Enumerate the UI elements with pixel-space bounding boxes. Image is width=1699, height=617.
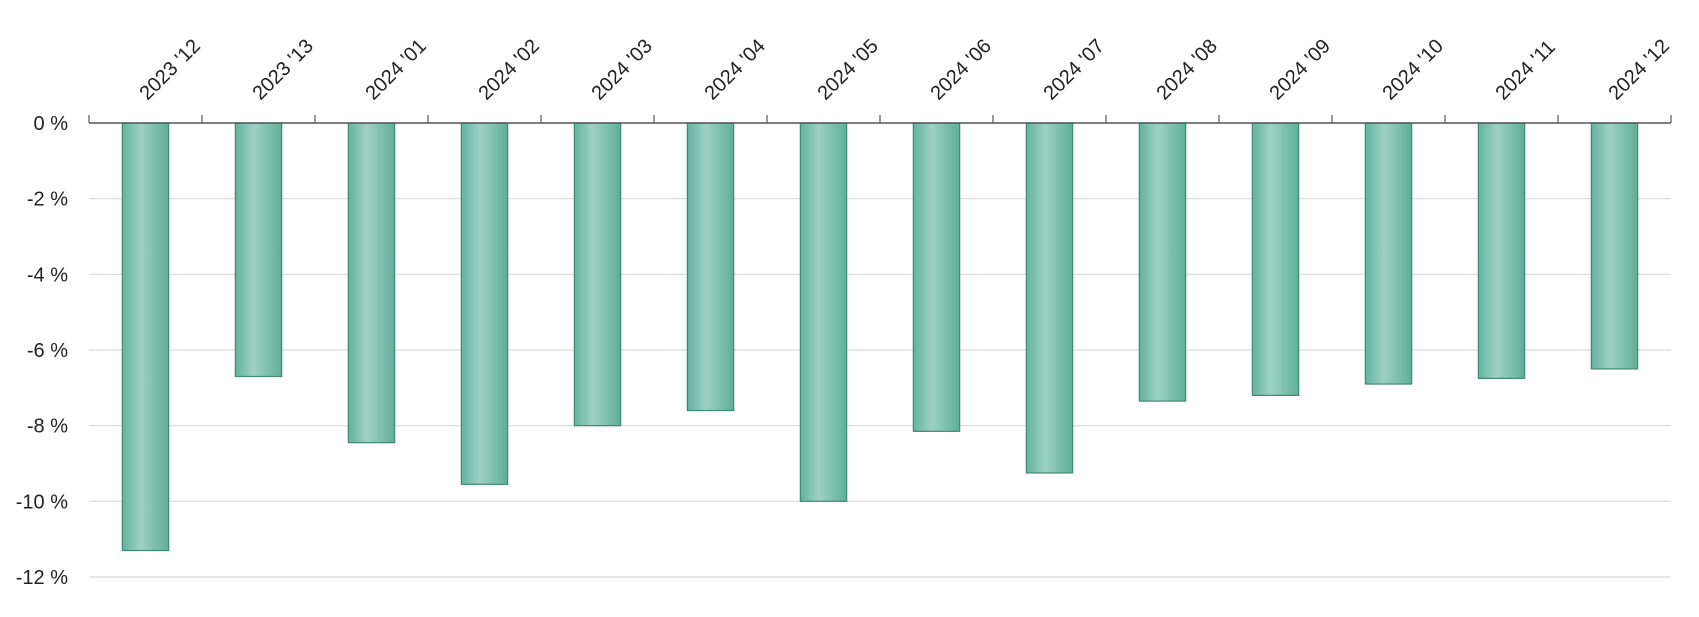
x-tick-label: 2024 '02 [474, 35, 543, 104]
y-tick-label: -2 % [27, 189, 68, 211]
bar [460, 122, 509, 485]
x-tick-label: 2024 '11 [1491, 36, 1559, 104]
bar [1025, 122, 1074, 474]
bar [1364, 122, 1413, 385]
y-tick-label: -8 % [27, 416, 68, 438]
bar [121, 122, 170, 552]
x-tick-label: 2024 '03 [587, 35, 656, 104]
bar [1251, 122, 1300, 396]
bar [686, 122, 735, 412]
y-tick-label: -10 % [16, 491, 68, 513]
bar [1138, 122, 1187, 402]
x-tick-label: 2024 '12 [1604, 35, 1673, 104]
bar [1590, 122, 1639, 370]
x-tick-label: 2024 '10 [1378, 35, 1447, 104]
bar [234, 122, 283, 378]
x-tick-label: 2024 '01 [361, 35, 430, 104]
gridlines [89, 198, 1671, 578]
bar [347, 122, 396, 444]
y-tick-label: 0 % [34, 113, 69, 135]
x-tick-label: 2024 '08 [1152, 35, 1221, 104]
x-axis [88, 115, 1672, 124]
x-tick-label: 2024 '06 [926, 35, 995, 104]
x-axis-labels: 2023 '12 2023 '13 2024 '01 2024 '02 2024 '03… [135, 35, 1673, 104]
x-tick-label: 2024 '04 [700, 35, 769, 104]
x-tick-label: 2023 '13 [248, 35, 317, 104]
bar [912, 122, 961, 432]
bar [1477, 122, 1526, 379]
x-tick-label: 2024 '05 [813, 35, 882, 104]
bar [799, 122, 848, 502]
y-axis-labels: 0 % -2 % -4 % -6 % -8 % -10 % -12 % [16, 113, 68, 589]
bars [121, 122, 1639, 552]
x-tick-label: 2024 '09 [1265, 35, 1334, 104]
y-tick-label: -12 % [16, 567, 68, 589]
y-tick-label: -4 % [27, 264, 68, 286]
x-tick-label: 2024 '07 [1039, 35, 1108, 104]
bar [573, 122, 622, 427]
y-tick-label: -6 % [27, 340, 68, 362]
x-tick-label: 2023 '12 [135, 35, 204, 104]
